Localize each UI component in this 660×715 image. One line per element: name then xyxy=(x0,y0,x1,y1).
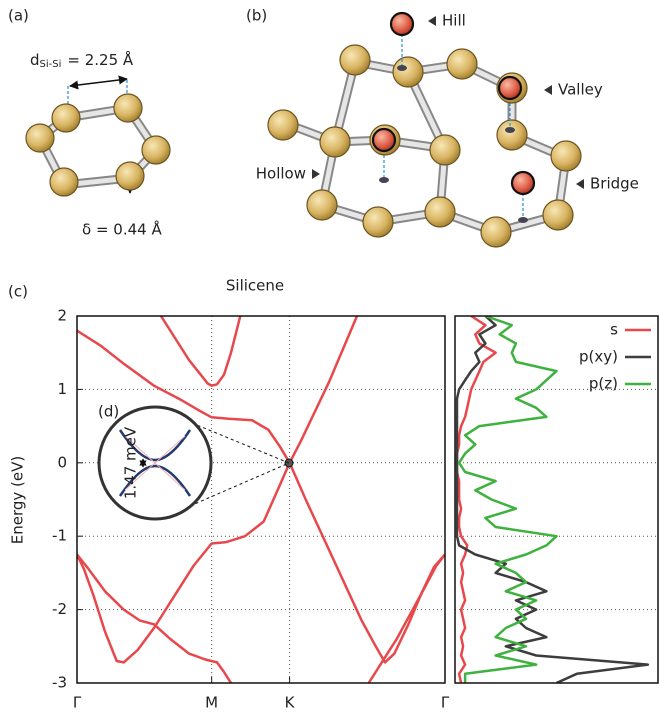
chart-title: Silicene xyxy=(226,277,284,295)
dos-plot: s p(xy) p(z) xyxy=(457,316,651,683)
symbol: d xyxy=(30,51,40,69)
distance-label: dSi-Si = 2.25 Å xyxy=(30,50,134,71)
site-label: Hill xyxy=(442,12,466,30)
figure: (a) dSi-Si = 2.25 Å δ = 0.44 Å (b) Hill V… xyxy=(0,0,660,715)
y-tick-label: -3 xyxy=(52,674,67,692)
line-series xyxy=(459,316,556,683)
legend-label: p(xy) xyxy=(579,348,618,366)
value: = 2.25 Å xyxy=(67,50,134,69)
gap-label: 1.47 meV xyxy=(122,426,140,499)
buckling-label: δ = 0.44 Å xyxy=(82,220,162,239)
inset-d: 1.47 meV (d) xyxy=(98,403,289,520)
x-tick-label: M xyxy=(205,694,218,712)
y-tick-label: 1 xyxy=(57,380,67,398)
panel-label: (b) xyxy=(246,7,267,25)
legend-label: p(z) xyxy=(589,375,618,393)
panel-a: (a) dSi-Si = 2.25 Å δ = 0.44 Å xyxy=(8,7,170,239)
panel-label: (a) xyxy=(8,7,29,25)
lattice xyxy=(268,13,581,247)
y-axis-label: Energy (eV) xyxy=(9,456,27,544)
panel-label: (d) xyxy=(98,403,119,421)
line-series xyxy=(290,463,445,663)
x-tick-label: Γ xyxy=(441,694,450,712)
y-tick-label: 2 xyxy=(57,307,67,325)
site-label: Hollow xyxy=(256,165,306,183)
site-label: Bridge xyxy=(590,175,639,193)
line-series xyxy=(369,555,445,684)
y-tick-label: 0 xyxy=(57,453,67,471)
panel-label: (c) xyxy=(8,283,28,301)
site-label: Valley xyxy=(558,81,603,99)
panel-b: (b) Hill Valley Hollow Bridge xyxy=(246,7,639,248)
legend-label: s xyxy=(610,321,618,339)
subscript: Si-Si xyxy=(40,59,62,70)
y-tick-label: -1 xyxy=(52,527,67,545)
x-tick-label: K xyxy=(285,694,296,712)
y-tick-label: -2 xyxy=(52,600,67,618)
hexagon xyxy=(26,94,170,196)
line-series xyxy=(161,316,240,386)
x-tick-label: Γ xyxy=(73,694,82,712)
arrow xyxy=(70,79,127,86)
